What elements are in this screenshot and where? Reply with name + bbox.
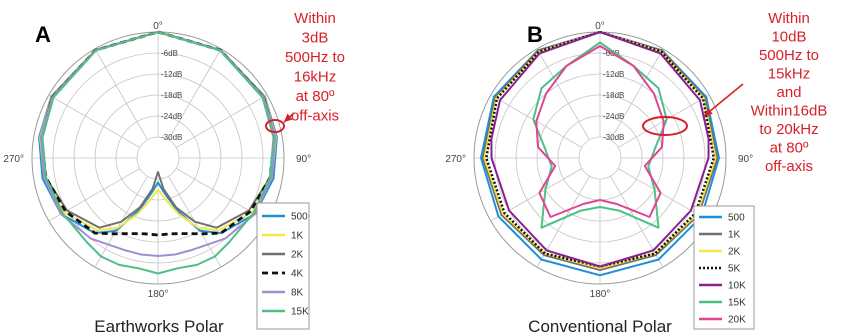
panel-letter: A <box>35 22 51 47</box>
angle-label: 270° <box>3 154 24 165</box>
grid-spoke <box>610 48 664 141</box>
grid-spoke <box>175 94 268 148</box>
annotation-line: 10dB <box>771 29 806 46</box>
series-curve-15k <box>41 31 275 275</box>
series-curve-20k <box>535 45 665 218</box>
annotation-line: 500Hz to <box>285 49 345 66</box>
annotation-arrowhead <box>704 107 713 116</box>
ring-label: -24dB <box>161 112 182 121</box>
grid-spoke <box>94 48 148 141</box>
legend-label: 15K <box>728 298 746 309</box>
legend-label: 2K <box>291 250 304 261</box>
legend-label: 500 <box>291 212 308 223</box>
angle-label: 270° <box>445 154 466 165</box>
angle-label: 180° <box>148 289 169 300</box>
annotation-line: Within <box>768 10 810 27</box>
annotation-line: Within16dB <box>751 103 828 120</box>
ring-label: -30dB <box>161 133 182 142</box>
series-curve-10k <box>490 31 710 268</box>
series-curve-2k <box>483 31 717 270</box>
annotation-ellipse <box>265 119 285 133</box>
series-curve-500 <box>38 31 278 235</box>
ring-label: -18dB <box>603 91 624 100</box>
grid-spoke <box>610 175 664 268</box>
ring-label: -30dB <box>603 133 624 142</box>
annotation-ellipse <box>642 116 688 136</box>
annotation-line: off-axis <box>765 158 813 175</box>
legend-label: 15K <box>291 307 309 318</box>
legend-label: 20K <box>728 315 746 326</box>
grid-spoke <box>168 48 222 141</box>
grid-spoke <box>490 168 583 222</box>
ring-label: -12dB <box>603 70 624 79</box>
grid-spoke <box>48 94 141 148</box>
grid-spoke <box>536 48 590 141</box>
annotation-arrowhead <box>284 113 293 122</box>
angle-label: 90° <box>296 154 311 165</box>
angle-label: 0° <box>595 21 605 32</box>
series-curve-8k <box>39 31 277 257</box>
ring-label: -18dB <box>161 91 182 100</box>
grid-ring <box>578 136 622 180</box>
legend-label: 8K <box>291 288 304 299</box>
annotation-line: 3dB <box>302 30 329 47</box>
legend-label: 500 <box>728 213 745 224</box>
ring-label: -24dB <box>603 112 624 121</box>
annotation-line: 16kHz <box>294 69 337 86</box>
ring-label: -12dB <box>161 70 182 79</box>
series-curve-500 <box>480 31 720 277</box>
grid-spoke <box>536 175 590 268</box>
legend-label: 1K <box>728 230 741 241</box>
legend-label: 4K <box>291 269 304 280</box>
panel-letter: B <box>527 22 543 47</box>
series-curve-15k <box>532 41 668 229</box>
angle-label: 0° <box>153 21 163 32</box>
annotation-arrow <box>703 83 744 117</box>
polar-panel-a: -6dB -12dB -18dB -24dB -30dB 0° 90° 180° 270° A Ea… <box>3 10 345 336</box>
annotation-line: 15kHz <box>768 66 811 83</box>
plot-title: Conventional Polar <box>528 317 672 336</box>
annotation-line: off-axis <box>291 108 339 125</box>
legend-label: 1K <box>291 231 304 242</box>
annotation-line: and <box>776 84 801 101</box>
ring-label: -6dB <box>161 49 178 58</box>
plot-title: Earthworks Polar <box>94 317 224 336</box>
angle-label: 90° <box>738 154 753 165</box>
annotation-line: 500Hz to <box>759 47 819 64</box>
legend-label: 2K <box>728 247 741 258</box>
series-curve-1k <box>481 31 719 271</box>
legend-label: 10K <box>728 281 746 292</box>
legend-box <box>256 202 310 330</box>
annotation-line: at 80º <box>296 88 335 105</box>
annotation-line: to 20kHz <box>759 121 818 138</box>
polar-panel-b: -6dB-12dB-18dB-24dB-30dB0°90°180°270°BCo… <box>445 10 827 336</box>
annotation-line: at 80º <box>770 140 809 157</box>
legend-label: 5K <box>728 264 741 275</box>
annotation-line: Within <box>294 10 336 27</box>
angle-label: 180° <box>590 289 611 300</box>
